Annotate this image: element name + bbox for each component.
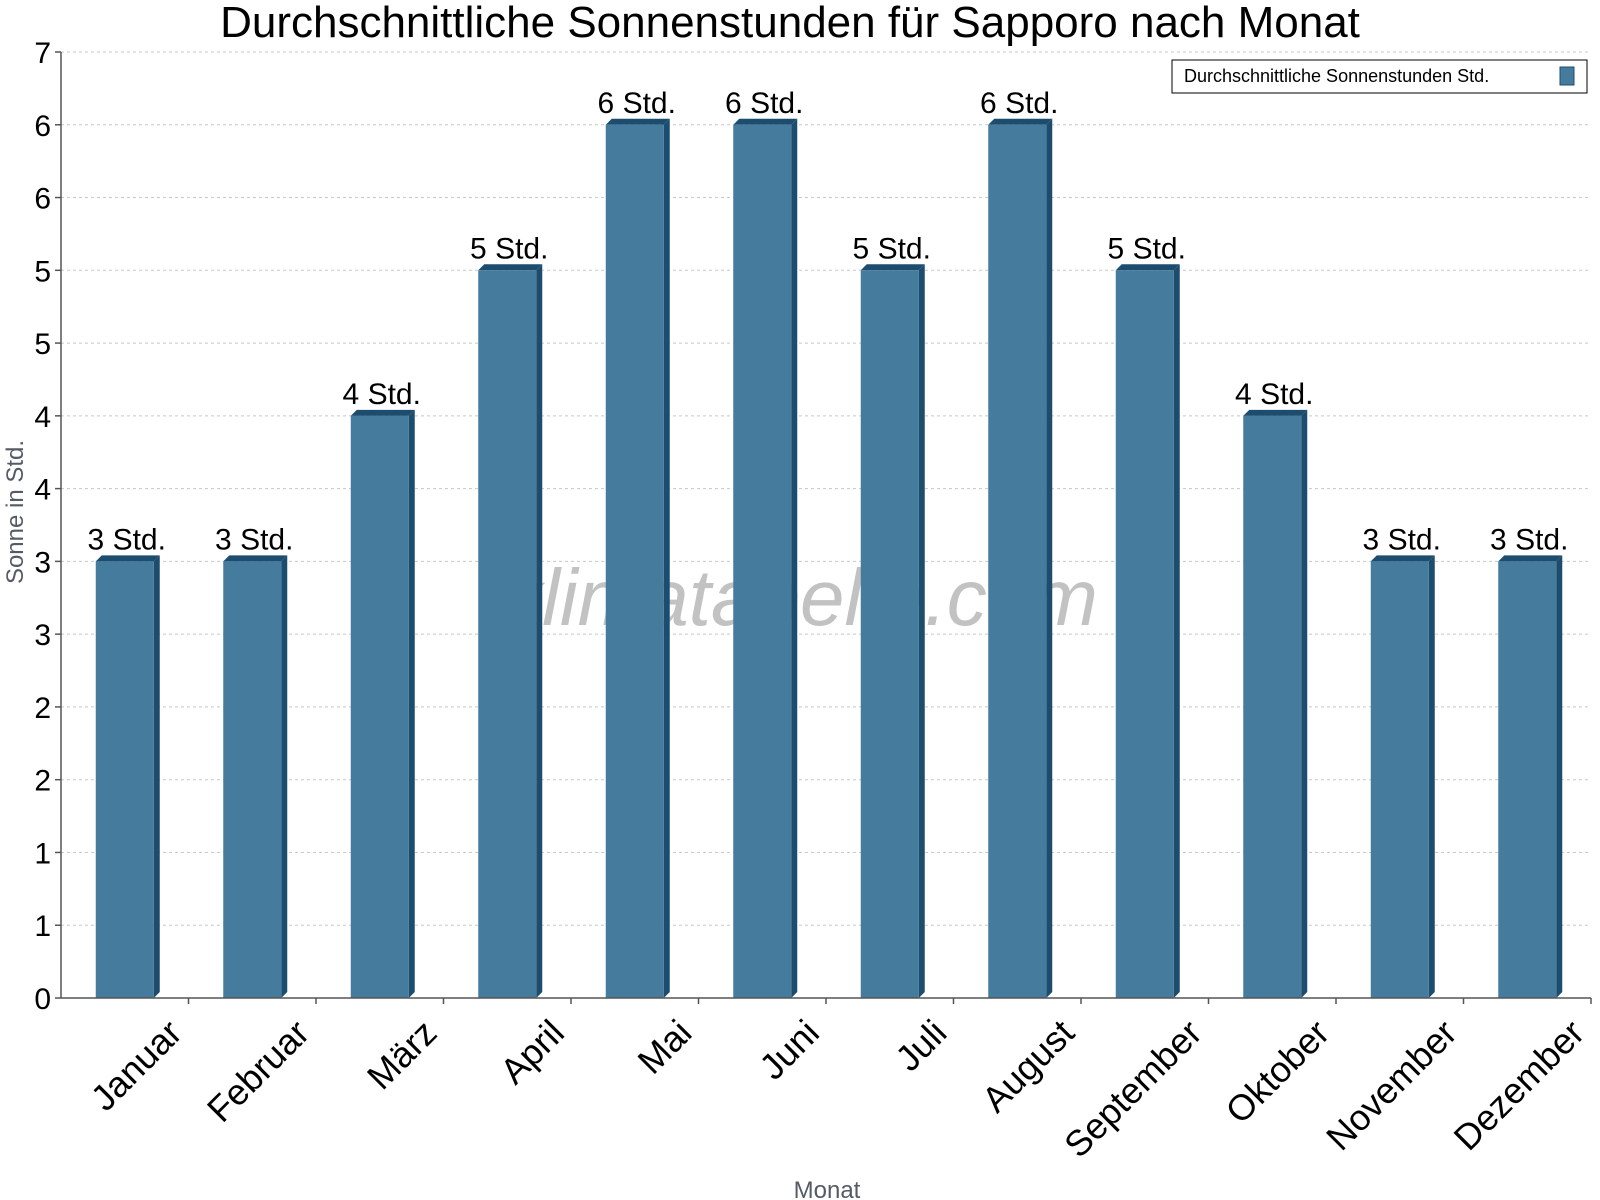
y-tick-label: 0	[34, 983, 51, 1016]
bar-side	[663, 118, 670, 999]
data-label: 5 Std.	[853, 232, 931, 265]
x-tick-label: April	[492, 1012, 572, 1092]
y-tick-label: 2	[34, 765, 51, 798]
x-tick-label: August	[974, 1012, 1082, 1120]
y-tick-label: 7	[34, 37, 51, 70]
legend: Durchschnittliche Sonnenstunden Std.	[1171, 59, 1588, 94]
bar-top	[1115, 264, 1180, 271]
bar-side	[536, 264, 543, 998]
bar-top	[733, 118, 798, 125]
bar-side	[281, 555, 288, 998]
y-tick-label: 6	[34, 110, 51, 143]
chart-title: Durchschnittliche Sonnenstunden für Sapp…	[220, 0, 1360, 47]
y-tick-label: 6	[34, 183, 51, 216]
x-tick-label: März	[359, 1012, 445, 1098]
x-tick-label: Juni	[751, 1012, 827, 1088]
y-axis: 0 1 1 2 2 3 3 4 4 5 5 6 6 7	[34, 37, 62, 1016]
y-tick-label: 3	[34, 619, 51, 652]
data-label: 4 Std.	[1235, 378, 1313, 411]
legend-box	[1171, 59, 1588, 94]
bar-top	[95, 555, 160, 562]
bar-oktober	[1243, 415, 1302, 998]
bar-september	[1115, 270, 1174, 998]
bar-top	[478, 264, 543, 271]
bar-side	[1556, 555, 1563, 998]
x-tick-label: Februar	[199, 1012, 317, 1130]
legend-swatch	[1559, 66, 1575, 86]
x-tick-label: November	[1318, 1012, 1464, 1158]
data-label: 5 Std.	[1108, 232, 1186, 265]
data-label: 6 Std.	[980, 87, 1058, 120]
x-tick-label: Oktober	[1217, 1012, 1337, 1132]
data-label: 3 Std.	[1363, 523, 1441, 556]
bar-side	[918, 264, 925, 998]
bar-side	[1173, 264, 1180, 998]
bar-top	[1243, 409, 1308, 416]
y-tick-label: 1	[34, 910, 51, 943]
x-axis: Januar Februar März April Mai Juni Juli AugustS…	[61, 997, 1592, 1166]
bar-side	[153, 555, 160, 998]
y-tick-label: 5	[34, 328, 51, 361]
bar-dezember	[1498, 561, 1557, 998]
bar-top	[1370, 555, 1435, 562]
data-label: 6 Std.	[598, 87, 676, 120]
bar-juni	[733, 124, 792, 999]
data-label: 3 Std.	[1490, 523, 1568, 556]
y-tick-label: 4	[34, 401, 51, 434]
data-label: 6 Std.	[725, 87, 803, 120]
data-label: 5 Std.	[470, 232, 548, 265]
x-tick-label: September	[1056, 1012, 1210, 1166]
y-axis-title: Sonne in Std.	[2, 440, 29, 584]
data-label: 3 Std.	[215, 523, 293, 556]
bar-side	[408, 409, 415, 998]
bar-side	[1301, 409, 1308, 998]
legend-label: Durchschnittliche Sonnenstunden Std.	[1184, 66, 1489, 86]
bar-top	[988, 118, 1053, 125]
bar-februar	[223, 561, 282, 998]
bar-juli	[860, 270, 919, 998]
bar-side	[1428, 555, 1435, 998]
data-label: 3 Std.	[88, 523, 166, 556]
y-tick-label: 3	[34, 546, 51, 579]
x-tick-label: Januar	[83, 1012, 190, 1119]
bar-november	[1370, 561, 1429, 998]
x-axis-title: Monat	[794, 1177, 861, 1200]
bar-märz	[350, 415, 409, 998]
y-tick-label: 4	[34, 474, 51, 507]
bar-top	[1498, 555, 1563, 562]
x-tick-label: Dezember	[1446, 1012, 1592, 1158]
x-tick-label: Mai	[629, 1012, 699, 1082]
y-tick-label: 2	[34, 692, 51, 725]
bar-side	[791, 118, 798, 999]
grid-lines	[61, 51, 1591, 926]
bar-august	[988, 124, 1047, 999]
x-tick-label: Juli	[887, 1012, 954, 1079]
bar-top	[605, 118, 670, 125]
bars: 3 Std. 3 Std. 4 Std. 5 Std. 6 Std. 6 Std. 5 St…	[88, 87, 1568, 999]
data-label: 4 Std.	[343, 378, 421, 411]
bar-april	[478, 270, 537, 998]
bar-top	[350, 409, 415, 416]
bar-januar	[95, 561, 154, 998]
bar-top	[223, 555, 288, 562]
bar-side	[1046, 118, 1053, 999]
bar-mai	[605, 124, 664, 999]
bar-top	[860, 264, 925, 271]
y-tick-label: 5	[34, 255, 51, 288]
y-tick-label: 1	[34, 837, 51, 870]
